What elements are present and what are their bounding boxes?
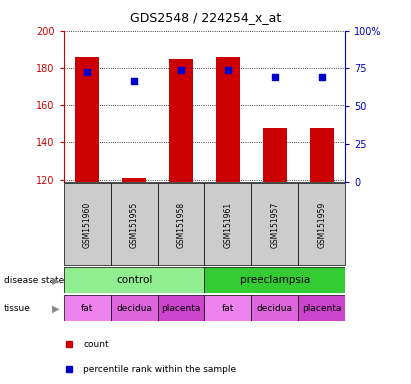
Text: GSM151961: GSM151961 bbox=[224, 202, 233, 248]
Point bbox=[84, 69, 90, 75]
Text: count: count bbox=[83, 340, 109, 349]
Text: placenta: placenta bbox=[162, 304, 201, 313]
Bar bbox=[263, 127, 286, 182]
Text: GDS2548 / 224254_x_at: GDS2548 / 224254_x_at bbox=[130, 12, 281, 25]
Bar bbox=[310, 127, 333, 182]
Bar bbox=[169, 59, 193, 182]
Bar bbox=[76, 57, 99, 182]
Bar bbox=[204, 184, 252, 265]
Bar bbox=[157, 184, 205, 265]
Bar bbox=[298, 295, 345, 321]
Text: fat: fat bbox=[222, 304, 234, 313]
Bar bbox=[216, 57, 240, 182]
Bar bbox=[252, 184, 298, 265]
Text: preeclampsia: preeclampsia bbox=[240, 275, 310, 285]
Text: tissue: tissue bbox=[4, 304, 31, 313]
Text: GSM151960: GSM151960 bbox=[83, 201, 92, 248]
Text: fat: fat bbox=[81, 304, 93, 313]
Point bbox=[225, 67, 231, 73]
Bar bbox=[64, 267, 204, 293]
Bar bbox=[298, 184, 345, 265]
Point bbox=[178, 67, 184, 73]
Text: disease state: disease state bbox=[4, 276, 65, 285]
Text: GSM151959: GSM151959 bbox=[317, 201, 326, 248]
Bar bbox=[204, 267, 345, 293]
Text: ▶: ▶ bbox=[52, 303, 59, 313]
Point bbox=[319, 74, 325, 80]
Bar bbox=[64, 295, 111, 321]
Bar bbox=[204, 295, 252, 321]
Text: GSM151957: GSM151957 bbox=[270, 201, 279, 248]
Text: ▶: ▶ bbox=[52, 275, 59, 285]
Text: decidua: decidua bbox=[116, 304, 152, 313]
Text: decidua: decidua bbox=[257, 304, 293, 313]
Point bbox=[131, 78, 137, 84]
Text: placenta: placenta bbox=[302, 304, 342, 313]
Bar bbox=[111, 295, 157, 321]
Bar bbox=[64, 184, 111, 265]
Text: GSM151955: GSM151955 bbox=[129, 201, 139, 248]
Bar bbox=[252, 295, 298, 321]
Point bbox=[272, 74, 278, 80]
Text: control: control bbox=[116, 275, 152, 285]
Text: percentile rank within the sample: percentile rank within the sample bbox=[83, 365, 237, 374]
Bar bbox=[111, 184, 157, 265]
Bar bbox=[157, 295, 205, 321]
Text: GSM151958: GSM151958 bbox=[176, 202, 185, 248]
Bar bbox=[122, 178, 146, 182]
